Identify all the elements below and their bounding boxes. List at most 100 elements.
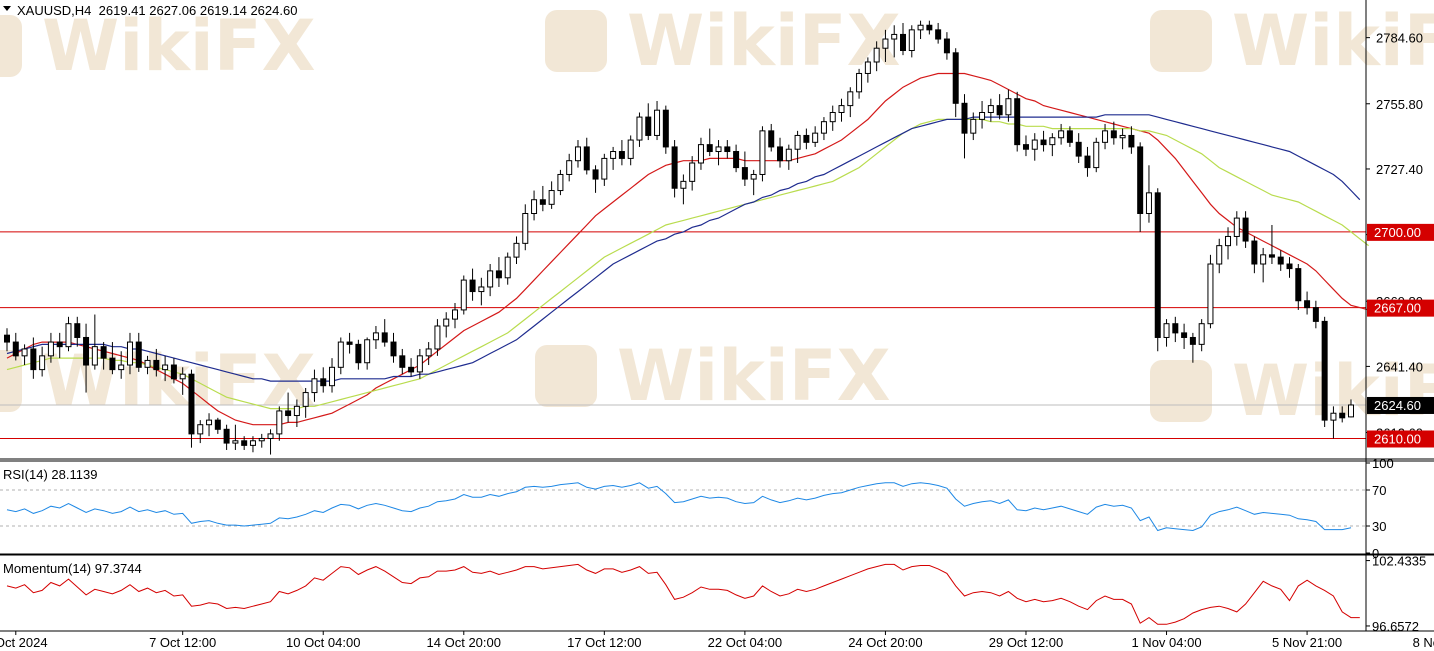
candle-body-bull bbox=[91, 346, 98, 366]
time-tick-label: 17 Oct 12:00 bbox=[567, 635, 641, 650]
candle bbox=[1339, 406, 1346, 423]
candle-body-bull bbox=[812, 132, 819, 143]
candle bbox=[777, 137, 784, 168]
candle-body-bull bbox=[452, 309, 458, 320]
candle bbox=[856, 68, 863, 99]
candle bbox=[197, 420, 204, 444]
candle bbox=[750, 169, 757, 196]
candle bbox=[733, 144, 740, 173]
candle-body-bull bbox=[829, 111, 836, 123]
time-tick-label: 14 Oct 20:00 bbox=[427, 635, 501, 650]
candle-body-bull bbox=[39, 355, 46, 371]
candle bbox=[847, 87, 854, 118]
candle-body-bull bbox=[249, 440, 256, 446]
candle-body-bear bbox=[1189, 336, 1196, 345]
candle-body-bear bbox=[1277, 256, 1284, 265]
candle-body-bear bbox=[1251, 240, 1258, 265]
candle bbox=[1216, 238, 1223, 274]
candle-body-bear bbox=[1110, 130, 1117, 139]
candle bbox=[320, 367, 327, 393]
candle-body-bull bbox=[566, 160, 573, 175]
candle-body-bear bbox=[135, 341, 142, 368]
candle-body-bull bbox=[337, 341, 344, 368]
candle-body-bear bbox=[935, 29, 942, 40]
candle bbox=[1145, 165, 1152, 223]
candle bbox=[1005, 89, 1012, 122]
candle-body-bull bbox=[513, 242, 520, 258]
dropdown-triangle-icon[interactable] bbox=[3, 6, 11, 11]
candle bbox=[21, 344, 28, 366]
level-tag-label: 2610.00 bbox=[1374, 431, 1421, 446]
current-price-tag bbox=[1367, 396, 1434, 414]
candle bbox=[715, 140, 722, 166]
header: XAUUSD,H4 2619.41 2627.06 2619.14 2624.6… bbox=[3, 3, 297, 18]
time-tick-label: 22 Oct 04:00 bbox=[708, 635, 782, 650]
candle-body-bear bbox=[900, 33, 906, 52]
candle bbox=[4, 328, 10, 352]
candle-body-bear bbox=[733, 151, 740, 169]
candle-body-bull bbox=[1049, 137, 1056, 146]
candle-body-bull bbox=[636, 116, 643, 141]
candle-body-bear bbox=[12, 341, 19, 357]
candle bbox=[1330, 406, 1337, 439]
candle-body-bull bbox=[873, 47, 880, 63]
candle bbox=[1058, 123, 1065, 145]
candle-body-bull bbox=[179, 373, 186, 380]
candle bbox=[697, 137, 704, 170]
candle-body-bull bbox=[126, 341, 133, 366]
candle bbox=[908, 25, 915, 58]
candle-body-bull bbox=[987, 105, 994, 113]
candle-body-bull bbox=[47, 341, 54, 357]
candle-body-bear bbox=[30, 348, 37, 371]
candle-body-bear bbox=[1172, 323, 1179, 334]
level-tag-label: 2700.00 bbox=[1374, 225, 1421, 240]
candle bbox=[302, 387, 309, 418]
time-tick-label: 1 Nov 04:00 bbox=[1131, 635, 1201, 650]
price-tick-label: 2727.40 bbox=[1376, 162, 1423, 177]
candle bbox=[803, 128, 810, 150]
candle-body-bear bbox=[952, 52, 959, 104]
candle bbox=[1172, 316, 1179, 343]
candle bbox=[522, 204, 529, 251]
candle bbox=[1181, 323, 1188, 349]
candle bbox=[443, 312, 450, 338]
candle-body-bear bbox=[285, 410, 292, 417]
candle-body-bear bbox=[1040, 139, 1047, 146]
rsi-panel[interactable] bbox=[0, 482, 1366, 532]
candle bbox=[1022, 135, 1029, 157]
candle bbox=[56, 332, 63, 359]
candle bbox=[1119, 128, 1126, 150]
candle bbox=[926, 20, 933, 35]
candle-body-bear bbox=[241, 440, 248, 446]
candle-body-bull bbox=[574, 146, 581, 162]
candle-body-bear bbox=[469, 279, 476, 293]
candle bbox=[645, 103, 652, 141]
candle-body-bull bbox=[794, 134, 801, 150]
candle bbox=[30, 337, 37, 379]
candle-body-bull bbox=[1102, 130, 1109, 143]
candle bbox=[100, 342, 107, 370]
candle-body-bull bbox=[557, 173, 564, 192]
candle-body-bull bbox=[460, 279, 467, 311]
candle-body-bear bbox=[4, 334, 10, 343]
candle bbox=[671, 140, 678, 198]
rsi-tick-label: 100 bbox=[1372, 456, 1394, 471]
candle-body-bull bbox=[689, 162, 696, 182]
candle-body-bull bbox=[891, 33, 898, 40]
candle bbox=[337, 337, 344, 375]
price-panel[interactable] bbox=[0, 20, 1369, 455]
candle bbox=[1251, 236, 1258, 274]
candle-body-bull bbox=[206, 419, 213, 426]
candle bbox=[39, 346, 46, 377]
candle-body-bull bbox=[522, 213, 529, 244]
momentum-panel[interactable] bbox=[6, 563, 1360, 625]
candle-body-bear bbox=[320, 378, 327, 387]
candle bbox=[399, 348, 406, 375]
candle bbox=[1321, 316, 1328, 428]
candle bbox=[820, 117, 827, 141]
candle-body-bear bbox=[83, 336, 90, 366]
candle-body-bull bbox=[1005, 98, 1012, 116]
price-axis: 2784.602755.802727.402698.802669.802641.… bbox=[1366, 31, 1434, 634]
momentum-line bbox=[6, 563, 1360, 625]
